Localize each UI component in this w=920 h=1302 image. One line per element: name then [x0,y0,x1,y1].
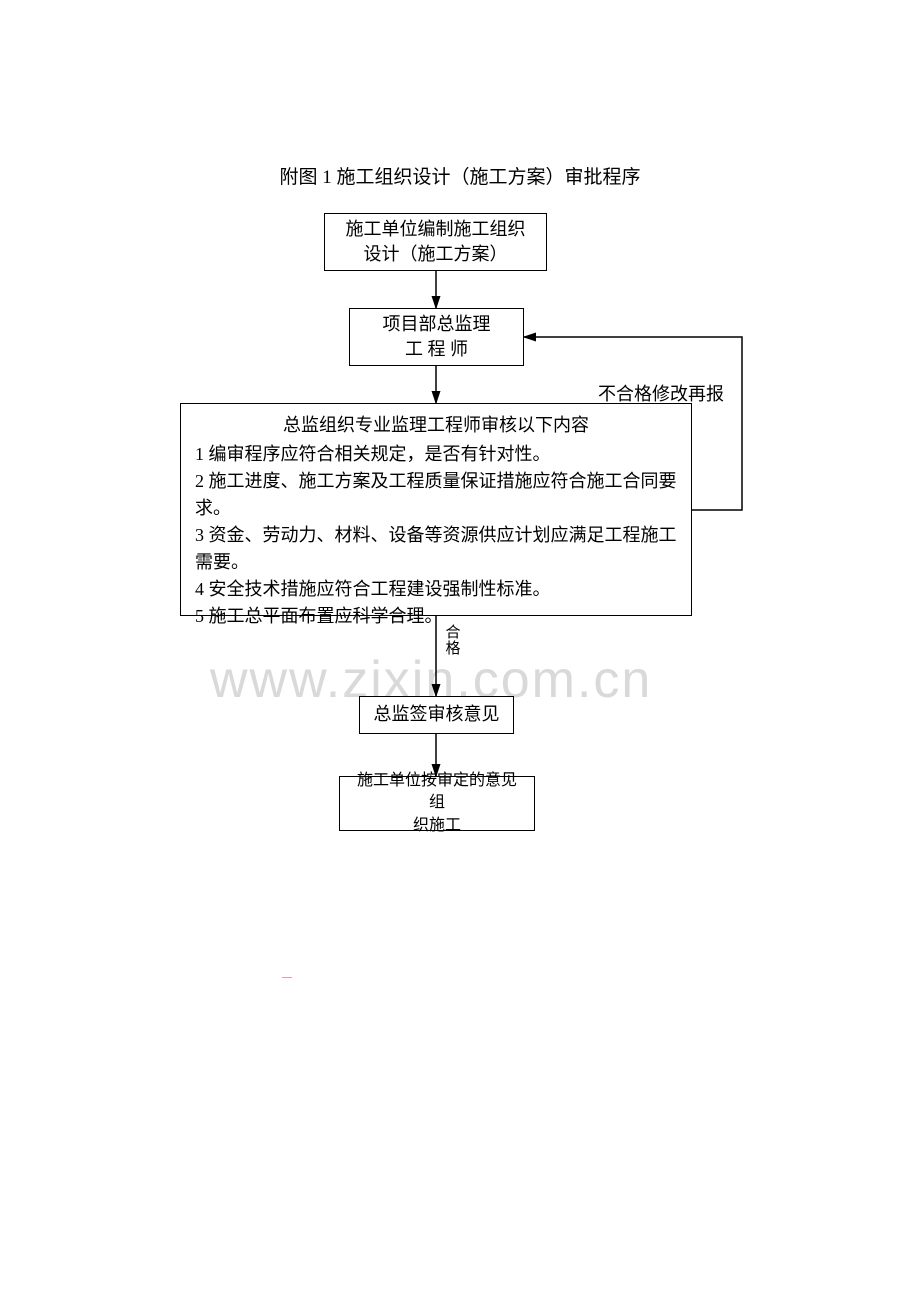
node3-item-4: 4 安全技术措施应符合工程建设强制性标准。 [195,576,677,603]
node3-item-3: 3 资金、劳动力、材料、设备等资源供应计划应满足工程施工需要。 [195,522,677,576]
node1-line1: 施工单位编制施工组织 [346,217,526,242]
node1-line2: 设计（施工方案） [346,242,526,267]
node5-line1: 施工单位按审定的意见组 [350,770,524,815]
node3-item-2: 2 施工进度、施工方案及工程质量保证措施应符合施工合同要求。 [195,468,677,522]
flow-node-chief-engineer: 项目部总监理 工 程 师 [349,308,524,366]
figure-title: 附图 1 施工组织设计（施工方案）审批程序 [0,162,920,189]
edge-label-fail: 不合格修改再报 [598,380,724,406]
node3-item-5: 5 施工总平面布置应科学合理。 [195,603,677,630]
edge-label-pass: 合格 [445,626,461,658]
node2-line1: 项目部总监理 [383,312,491,337]
node3-item-1: 1 编审程序应符合相关规定，是否有针对性。 [195,441,677,468]
flow-node-prepare: 施工单位编制施工组织 设计（施工方案） [324,213,547,271]
flow-node-construct: 施工单位按审定的意见组 织施工 [339,776,535,831]
small-red-mark: — [282,972,292,983]
node2-line2: 工 程 师 [383,337,491,362]
node4-text: 总监签审核意见 [374,702,500,727]
node5-line2: 织施工 [350,815,524,837]
flow-node-review-content: 总监组织专业监理工程师审核以下内容 1 编审程序应符合相关规定，是否有针对性。 … [180,403,692,616]
node3-header: 总监组织专业监理工程师审核以下内容 [195,412,677,439]
flow-node-sign-opinion: 总监签审核意见 [359,696,514,734]
